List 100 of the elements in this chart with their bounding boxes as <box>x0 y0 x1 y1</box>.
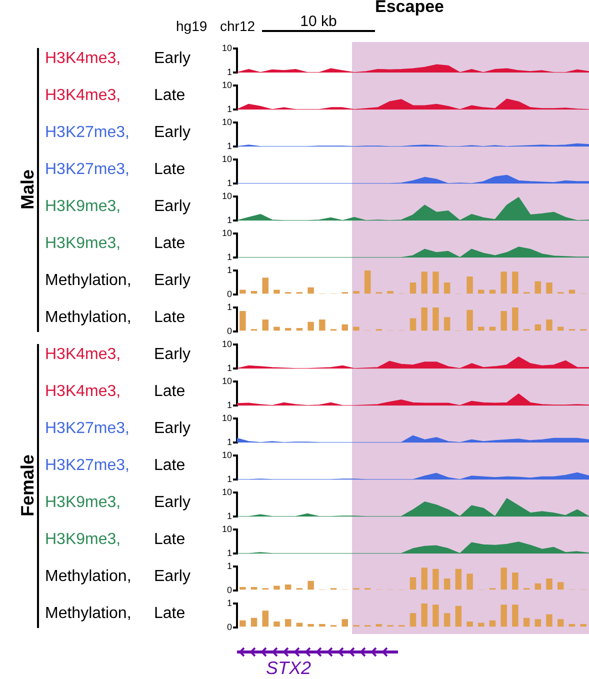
bar <box>568 624 576 627</box>
text: chr12 <box>220 18 256 34</box>
y-tick-label: 10 <box>222 376 232 386</box>
y-axis-title: Methylation, <box>45 568 132 586</box>
y-tick-label: 10 <box>222 154 232 164</box>
y-tick-label: 1 <box>226 215 232 226</box>
bar <box>342 324 348 331</box>
bar <box>512 572 518 590</box>
bar <box>512 604 518 627</box>
bar <box>250 618 258 627</box>
bar <box>455 568 462 590</box>
bar <box>250 586 258 590</box>
bar <box>364 270 371 294</box>
bar <box>421 568 428 590</box>
y-tick-label: 0 <box>226 622 232 632</box>
text: STX2 <box>266 658 312 679</box>
bar <box>523 618 530 627</box>
y-tick-label: 10 <box>222 80 232 90</box>
bar <box>500 568 507 590</box>
y-axis-title: H3K27me3, <box>45 420 130 438</box>
bar <box>308 287 314 294</box>
y-tick-label: 1 <box>226 141 232 152</box>
chart-subtitle: Early <box>154 494 190 512</box>
bar <box>534 619 542 627</box>
bar <box>319 624 326 627</box>
bar <box>410 577 416 590</box>
bar <box>410 318 416 331</box>
bar <box>466 622 473 627</box>
y-tick-label: 1 <box>226 264 232 275</box>
y-tick-label: 1 <box>226 437 232 448</box>
chart-subtitle: Late <box>154 309 186 327</box>
y-tick-label: 0 <box>226 585 232 596</box>
bar <box>432 307 439 331</box>
bar <box>342 619 348 627</box>
chart-subtitle: Early <box>154 568 190 586</box>
bar <box>489 620 496 627</box>
bar <box>432 568 439 590</box>
bar <box>421 272 428 294</box>
bar <box>262 320 269 331</box>
y-tick-label: 1 <box>226 511 232 522</box>
bar <box>353 290 360 294</box>
bar <box>421 603 428 627</box>
chart-subtitle: Early <box>154 420 190 438</box>
bar <box>444 613 450 627</box>
bar <box>308 580 314 590</box>
bar <box>557 619 564 627</box>
bar <box>421 307 428 331</box>
text: Female <box>18 453 38 519</box>
y-tick-label: 10 <box>222 450 232 460</box>
y-tick-label: 1 <box>226 548 232 558</box>
y-axis-title: H3K27me3, <box>45 161 130 179</box>
text: Male <box>18 168 38 212</box>
chart-subtitle: Late <box>154 235 186 253</box>
y-axis-title: H3K27me3, <box>45 457 130 475</box>
y-axis-title: H3K9me3, <box>45 198 121 216</box>
bar <box>284 584 292 590</box>
chart-subtitle: Late <box>154 383 186 401</box>
y-axis-title: H3K27me3, <box>45 124 130 142</box>
bar <box>240 620 246 627</box>
bar <box>410 613 416 627</box>
y-tick-label: 10 <box>222 412 232 423</box>
bar <box>534 324 542 331</box>
chart-subtitle: Late <box>154 87 186 105</box>
y-axis-title: H3K4me3, <box>45 383 121 401</box>
y-tick-label: 1 <box>226 67 232 78</box>
y-axis-title: H3K4me3, <box>45 346 121 364</box>
bar <box>466 574 473 590</box>
y-tick-label: 10 <box>222 116 232 127</box>
text: hg19 <box>176 18 208 34</box>
chart-subtitle: Late <box>154 457 186 475</box>
bar <box>546 282 552 294</box>
bar <box>353 326 360 331</box>
text: Escapee <box>375 0 444 17</box>
bar <box>274 290 280 294</box>
y-tick-label: 1 <box>226 363 232 374</box>
y-tick-label: 1 <box>226 474 232 484</box>
bar <box>500 272 507 294</box>
y-axis-title: H3K9me3, <box>45 494 121 512</box>
bar <box>478 326 484 331</box>
y-tick-label: 10 <box>222 486 232 497</box>
y-axis-title: H3K4me3, <box>45 50 121 68</box>
bar <box>274 622 280 627</box>
bar <box>250 290 258 294</box>
bar <box>376 624 382 627</box>
y-tick-label: 1 <box>226 104 232 114</box>
bar <box>284 619 292 627</box>
chart-subtitle: Early <box>154 124 190 142</box>
bar <box>500 311 507 331</box>
y-tick-label: 1 <box>226 302 232 312</box>
text: 10 kb <box>299 13 338 30</box>
bar <box>478 290 484 294</box>
y-tick-label: 0 <box>226 289 232 300</box>
y-axis-title: Methylation, <box>45 272 132 290</box>
y-tick-label: 1 <box>226 178 232 188</box>
chart-subtitle: Early <box>154 50 190 68</box>
bar <box>387 290 394 294</box>
bar <box>432 604 439 627</box>
bar <box>410 282 416 294</box>
bar <box>262 278 269 294</box>
y-axis-title: H3K9me3, <box>45 531 121 549</box>
